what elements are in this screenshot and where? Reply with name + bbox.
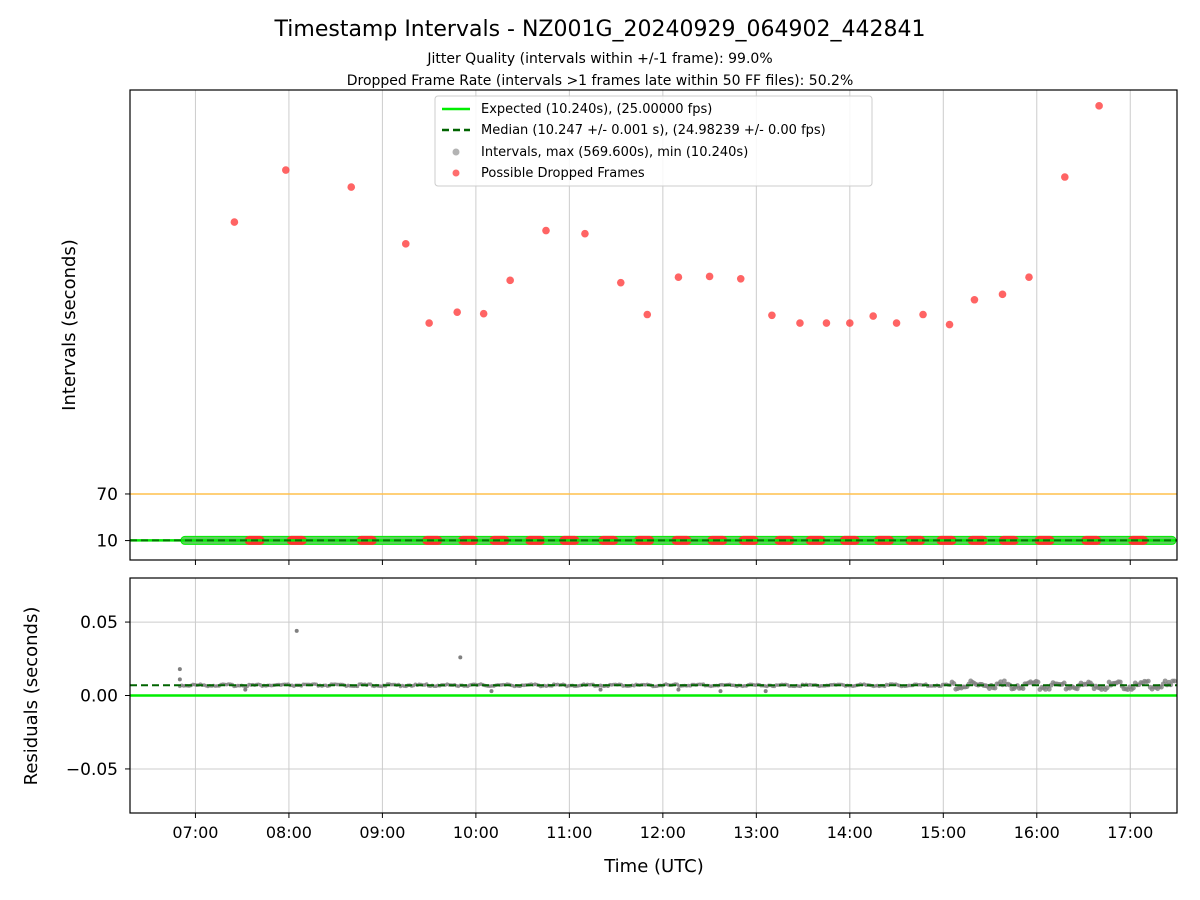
x-axis-label: Time (UTC)	[603, 856, 704, 877]
dropped-frame-point	[846, 319, 854, 327]
intervals-y-axis-label: Intervals (seconds)	[59, 239, 80, 411]
intervals-panel: 10 70 Intervals (seconds) Expected (10.24…	[59, 89, 1178, 565]
residual-outlier	[489, 689, 494, 694]
residual-outlier	[718, 689, 723, 694]
residuals-data	[130, 628, 1177, 697]
residual-outlier	[598, 687, 603, 692]
x-tick-label: 14:00	[827, 823, 873, 842]
residual-point	[1162, 678, 1168, 684]
x-tick-label: 16:00	[1014, 823, 1060, 842]
dropped-frame-point	[506, 276, 514, 285]
chart-subtitle-jitter: Jitter Quality (intervals within +/-1 fr…	[426, 51, 772, 67]
residual-point	[1104, 685, 1110, 691]
dropped-frame-point	[945, 320, 954, 329]
x-tick-label: 13:00	[733, 823, 779, 842]
x-tick-label: 07:00	[172, 823, 218, 842]
residuals-y-tick-label: 0.05	[80, 613, 118, 633]
dropped-frame-point	[796, 319, 804, 327]
x-tick-label: 08:00	[266, 823, 312, 842]
residual-point	[1020, 686, 1026, 691]
x-tick-label: 09:00	[359, 823, 405, 842]
dropped-frame-point	[425, 319, 433, 327]
dropped-frame-point	[542, 226, 550, 235]
residual-point	[1172, 678, 1177, 684]
dropped-frame-point	[1025, 273, 1033, 282]
dropped-frame-point	[401, 240, 410, 248]
legend-intervals-swatch	[452, 148, 460, 156]
dropped-frame-point	[1061, 173, 1069, 181]
legend-expected-label: Expected (10.240s), (25.00000 fps)	[481, 102, 712, 117]
intervals-axes-frame	[129, 89, 1178, 561]
dropped-frame-point	[736, 274, 745, 283]
dropped-frame-point	[705, 272, 714, 281]
residuals-ticks: 07:00 08:00 09:00 10:00 11:00 12:00 13:00 14:00…	[66, 613, 1153, 842]
dropped-frame-point	[643, 310, 652, 319]
residual-outlier	[458, 655, 463, 660]
dropped-frame-point	[919, 310, 927, 319]
residual-outlier	[294, 628, 299, 633]
legend-box	[434, 95, 873, 187]
residual-point	[1061, 680, 1067, 686]
dropped-frame-point	[616, 278, 625, 287]
dropped-frame-point	[869, 312, 877, 320]
x-tick-label: 12:00	[640, 823, 686, 842]
dropped-frame-point	[998, 290, 1007, 299]
residual-point	[1035, 679, 1041, 685]
residuals-y-tick-label: 0.00	[80, 687, 118, 707]
residuals-y-tick-label: −0.05	[66, 760, 118, 780]
residual-point	[992, 685, 998, 691]
x-tick-label: 10:00	[453, 823, 499, 842]
dropped-frame-point	[479, 309, 488, 318]
residual-outlier	[177, 667, 182, 672]
intervals-y-tick-label: 70	[96, 485, 118, 505]
dropped-frame-point	[453, 308, 461, 316]
intervals-y-tick-label: 10	[96, 532, 118, 552]
residual-point	[1046, 686, 1052, 692]
dropped-frame-point	[674, 273, 683, 282]
legend: Expected (10.240s), (25.00000 fps) Media…	[434, 95, 873, 187]
residual-outlier	[676, 687, 681, 692]
dropped-frame-point	[282, 166, 290, 174]
legend-intervals-label: Intervals, max (569.600s), min (10.240s)	[481, 145, 748, 160]
chart-subtitle-dropped: Dropped Frame Rate (intervals >1 frames …	[347, 73, 854, 89]
legend-median-label: Median (10.247 +/- 0.001 s), (24.98239 +…	[481, 123, 826, 138]
dropped-frame-point	[892, 319, 901, 327]
chart-title: Timestamp Intervals - NZ001G_20240929_06…	[274, 17, 926, 42]
dropped-frame-point	[768, 311, 776, 320]
residual-point	[1130, 685, 1136, 691]
dropped-frame-point	[581, 229, 589, 238]
x-tick-label: 15:00	[920, 823, 966, 842]
dropped-frame-point	[1095, 102, 1103, 110]
dropped-frame-point	[347, 183, 356, 191]
dropped-frame-point	[822, 319, 831, 327]
residual-outlier	[177, 677, 182, 682]
dropped-frame-point	[970, 295, 979, 304]
intervals-data	[130, 102, 1177, 545]
intervals-ticks: 10 70	[96, 485, 1131, 565]
residual-point	[1117, 679, 1123, 685]
legend-dropped-label: Possible Dropped Frames	[481, 166, 645, 181]
x-tick-label: 11:00	[546, 823, 592, 842]
x-tick-label: 17:00	[1107, 823, 1153, 842]
residual-outlier	[763, 689, 768, 694]
residuals-panel: 07:00 08:00 09:00 10:00 11:00 12:00 13:00 14:00…	[21, 577, 1178, 877]
legend-dropped-swatch	[452, 169, 460, 177]
residual-point	[1007, 682, 1013, 688]
residual-point	[1001, 678, 1007, 684]
residual-point	[1145, 678, 1151, 684]
dropped-frame-point	[230, 218, 239, 226]
residuals-y-axis-label: Residuals (seconds)	[21, 607, 42, 786]
residual-outlier	[243, 687, 248, 692]
